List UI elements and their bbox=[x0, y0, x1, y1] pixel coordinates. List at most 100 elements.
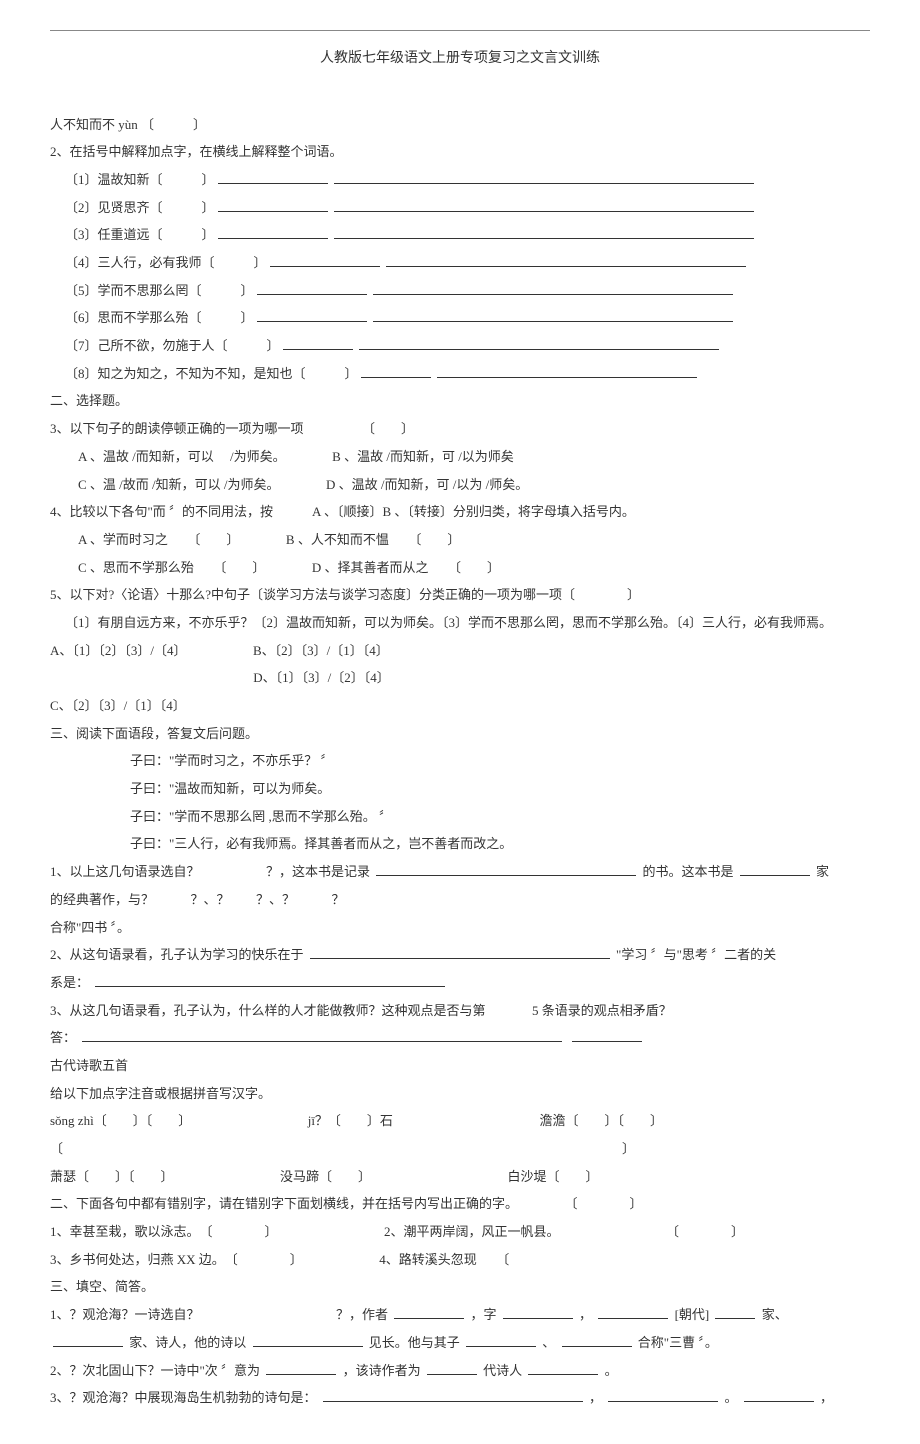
q2-item-2: 〔2〕见贤思齐〔 〕 bbox=[50, 196, 870, 221]
blank bbox=[361, 364, 431, 378]
rq1-p4: 家 bbox=[816, 864, 829, 879]
fill3-line: 3、？观沧海？中展现海岛生机勃勃的诗句是： ， 。 ， bbox=[50, 1386, 870, 1411]
wrong-head-text: 二、下面各句中都有错别字，请在错别字下面划横线，并在括号内写出正确的字。 bbox=[50, 1196, 518, 1211]
rq1-l2d: ？ bbox=[332, 892, 345, 907]
blank bbox=[503, 1305, 573, 1319]
pinyin-row2: 〔 〕 bbox=[50, 1137, 870, 1162]
rq2-line1: 2、从这句语录看，孔子认为学习的快乐在于 "学习 〞与"思考 〞二者的关 bbox=[50, 943, 870, 968]
wrong-4: 4、路转溪头忽现 〔 bbox=[379, 1252, 509, 1267]
fill2-b: ，该诗作者为 bbox=[343, 1363, 421, 1378]
q2-item-5: 〔5〕学而不思那么罔〔 〕 bbox=[50, 279, 870, 304]
pinyin-3c: 白沙堤〔 〕 bbox=[508, 1169, 599, 1184]
q4-row1: A 、学而时习之 〔 〕 B 、人不知而不愠 〔 〕 bbox=[50, 528, 870, 553]
pinyin-row3: 萧瑟〔 〕〔 〕 没马蹄〔 〕 白沙堤〔 〕 bbox=[50, 1165, 870, 1190]
q4-opt-b: B 、人不知而不愠 〔 〕 bbox=[286, 532, 460, 547]
fill1-f: 家、 bbox=[762, 1307, 788, 1322]
q4-opt-c: C 、思而不学那么殆 〔 〕 bbox=[78, 560, 265, 575]
fill1-b: ？，作者 bbox=[336, 1307, 388, 1322]
q3-opt-a: A 、温故 /而知新，可以 /为师矣。 bbox=[78, 449, 286, 464]
rq1-p1: 1、以上这几句语录选自？ bbox=[50, 864, 200, 879]
wrong-2b: 〔 〕 bbox=[666, 1224, 744, 1239]
passage-line-4: 子曰："三人行，必有我师焉。择其善者而从之，岂不善者而改之。 bbox=[50, 832, 870, 857]
rq1-p2: ？，这本书是记录 bbox=[266, 864, 370, 879]
fill1-j: 合称"三曹 〞。 bbox=[638, 1335, 718, 1350]
q2-item-3-text: 〔3〕任重道远〔 〕 bbox=[65, 227, 215, 242]
pinyin-1c: 澹澹〔 〕〔 〕 bbox=[539, 1113, 663, 1128]
fill2-line: 2、？次北固山下？一诗中"次 〞意为 ，该诗作者为 代诗人 。 bbox=[50, 1359, 870, 1384]
q3-row2: C 、温 /故而 /知新，可以 /为师矣。 D 、温故 /而知新，可 /以为 /… bbox=[50, 473, 870, 498]
pinyin-1a: sǒng zhì〔 〕〔 〕 bbox=[50, 1113, 191, 1128]
q2-item-5-text: 〔5〕学而不思那么罔〔 〕 bbox=[65, 283, 254, 298]
blank bbox=[218, 198, 328, 212]
fill1-d: ， bbox=[579, 1307, 592, 1322]
blank bbox=[218, 225, 328, 239]
blank bbox=[744, 1388, 814, 1402]
blank bbox=[270, 253, 380, 267]
blank bbox=[466, 1333, 536, 1347]
blank bbox=[373, 308, 733, 322]
wrong-head: 二、下面各句中都有错别字，请在错别字下面划横线，并在括号内写出正确的字。 〔 〕 bbox=[50, 1192, 870, 1217]
rq1-p3: 的书。这本书是 bbox=[643, 864, 734, 879]
blank bbox=[715, 1305, 755, 1319]
blank bbox=[528, 1361, 598, 1375]
q3-opt-d: D 、温故 /而知新，可 /以为 /师矣。 bbox=[326, 477, 528, 492]
q2-head: 2、在括号中解释加点字，在横线上解释整个词语。 bbox=[50, 140, 870, 165]
fill2-c: 代诗人 bbox=[483, 1363, 522, 1378]
fill1-a: 1、？观沧海？一诗选自？ bbox=[50, 1307, 200, 1322]
q2-item-3: 〔3〕任重道远〔 〕 bbox=[50, 223, 870, 248]
rq2-p1: 2、从这句语录看，孔子认为学习的快乐在于 bbox=[50, 947, 304, 962]
q4-row2: C 、思而不学那么殆 〔 〕 D 、择其善者而从之 〔 〕 bbox=[50, 556, 870, 581]
fill1-h: 见长。他与其子 bbox=[369, 1335, 460, 1350]
page-top-rule bbox=[50, 30, 870, 31]
blank bbox=[608, 1388, 718, 1402]
blank bbox=[257, 308, 367, 322]
blank bbox=[376, 862, 636, 876]
fill2-a: 2、？次北固山下？一诗中"次 〞意为 bbox=[50, 1363, 260, 1378]
blank bbox=[266, 1361, 336, 1375]
rq1-l2c: ？、？ bbox=[256, 892, 295, 907]
q5-row3: C、〔2〕〔3〕/〔1〕〔4〕 bbox=[50, 694, 870, 719]
blank bbox=[394, 1305, 464, 1319]
passage-line-3: 子曰："学而不思那么罔 ,思而不学那么殆。 〞 bbox=[50, 805, 870, 830]
q3-row1: A 、温故 /而知新，可以 /为师矣。 B 、温故 /而知新，可 /以为师矣 bbox=[50, 445, 870, 470]
blank bbox=[95, 973, 445, 987]
blank bbox=[562, 1333, 632, 1347]
rq3-line2: 答： bbox=[50, 1026, 870, 1051]
blank bbox=[386, 253, 746, 267]
rq3-p2: 5 条语录的观点相矛盾？ bbox=[532, 1003, 672, 1018]
blank bbox=[53, 1333, 123, 1347]
poem-title: 古代诗歌五首 bbox=[50, 1054, 870, 1079]
blank bbox=[283, 336, 353, 350]
blank bbox=[334, 198, 754, 212]
blank bbox=[598, 1305, 668, 1319]
q4-head: 4、比较以下各句"而 〞的不同用法，按 A 、〔顺接〕B 、〔转接〕分别归类，将… bbox=[50, 500, 870, 525]
q3-opt-c: C 、温 /故而 /知新，可以 /为师矣。 bbox=[78, 477, 280, 492]
rq1-line2: 的经典著作，与？ ？、？ ？、？ ？ bbox=[50, 888, 870, 913]
wrong-3: 3、乡书何处达，归燕 XX 边。 〔 〕 bbox=[50, 1252, 303, 1267]
blank bbox=[310, 945, 610, 959]
q2-item-8-text: 〔8〕知之为知之，不知为不知，是知也〔 〕 bbox=[65, 366, 358, 381]
blank bbox=[253, 1333, 363, 1347]
blank bbox=[572, 1028, 642, 1042]
q2-item-1-text: 〔1〕温故知新〔 〕 bbox=[65, 172, 215, 187]
fill3-a: 3、？观沧海？中展现海岛生机勃勃的诗句是： bbox=[50, 1390, 317, 1405]
q5-opt-b: B、〔2〕〔3〕/〔1〕〔4〕 bbox=[253, 643, 389, 658]
q4-opt-a: A 、学而时习之 〔 〕 bbox=[78, 532, 239, 547]
blank bbox=[334, 225, 754, 239]
fill1-g: 家、诗人，他的诗以 bbox=[129, 1335, 246, 1350]
q2-item-6: 〔6〕思而不学那么殆〔 〕 bbox=[50, 306, 870, 331]
rq1-l2b: ？、？ bbox=[191, 892, 230, 907]
q5-opt-a: A、〔1〕〔2〕〔3〕/〔4〕 bbox=[50, 643, 187, 658]
rq2-line2: 系是： bbox=[50, 971, 870, 996]
blank bbox=[257, 281, 367, 295]
pinyin-3a: 萧瑟〔 〕〔 〕 bbox=[50, 1169, 174, 1184]
blank bbox=[334, 170, 754, 184]
fill3-b: ， bbox=[589, 1390, 602, 1405]
q2-item-7: 〔7〕己所不欲，勿施于人〔 〕 bbox=[50, 334, 870, 359]
fill1-i: 、 bbox=[542, 1335, 555, 1350]
pinyin-row1: sǒng zhì〔 〕〔 〕 jī？〔 〕石 澹澹〔 〕〔 〕 bbox=[50, 1109, 870, 1134]
blank bbox=[218, 170, 328, 184]
blank bbox=[740, 862, 810, 876]
fill1-line2: 家、诗人，他的诗以 见长。他与其子 、 合称"三曹 〞。 bbox=[50, 1331, 870, 1356]
pinyin-1b: jī？〔 〕石 bbox=[308, 1113, 393, 1128]
